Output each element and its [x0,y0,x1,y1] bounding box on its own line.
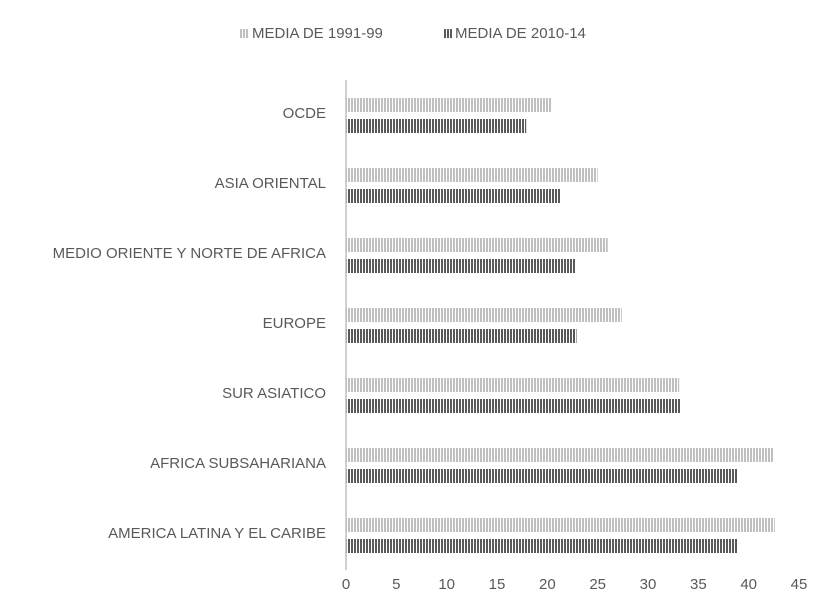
x-tick-label: 45 [791,576,808,593]
legend-swatch [240,29,249,38]
bar [346,119,527,133]
x-tick-label: 35 [690,576,707,593]
legend-swatch [443,29,452,38]
bar [346,469,738,483]
bar [346,168,598,182]
bar [346,308,622,322]
y-tick-label: EUROPE [263,315,326,332]
x-tick-label: 30 [640,576,657,593]
bar [346,399,681,413]
bar [346,448,774,462]
y-tick-label: ASIA ORIENTAL [215,175,326,192]
x-tick-label: 40 [740,576,757,593]
bar [346,518,775,532]
y-tick-label: AMERICA LATINA Y EL CARIBE [108,525,326,542]
y-tick-label: OCDE [283,105,326,122]
bar [346,189,561,203]
legend-label: MEDIA DE 2010-14 [455,25,586,42]
y-tick-label: MEDIO ORIENTE Y NORTE DE AFRICA [53,245,326,262]
legend-label: MEDIA DE 1991-99 [252,25,383,42]
bar [346,378,680,392]
y-tick-label: AFRICA SUBSAHARIANA [150,455,326,472]
x-tick-label: 10 [438,576,455,593]
x-tick-label: 25 [589,576,606,593]
y-tick-label: SUR ASIATICO [222,385,326,402]
x-tick-label: 20 [539,576,556,593]
bar [346,539,738,553]
x-tick-label: 15 [489,576,506,593]
bar [346,329,577,343]
bar [346,238,608,252]
bar [346,259,576,273]
x-tick-label: 5 [392,576,400,593]
bar [346,98,552,112]
x-tick-label: 0 [342,576,350,593]
